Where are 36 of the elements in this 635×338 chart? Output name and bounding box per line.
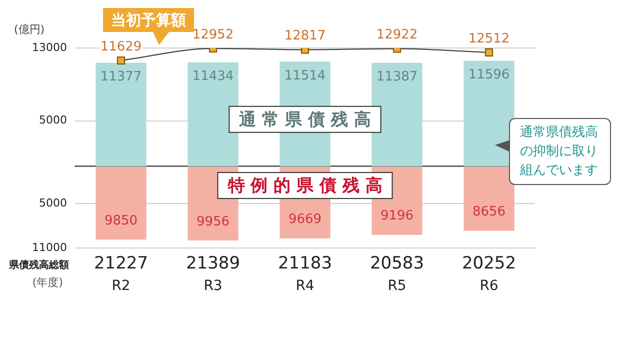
text: 20583 xyxy=(370,253,424,274)
y-tick-label: 11000 xyxy=(32,240,67,254)
text: 21183 xyxy=(278,253,332,274)
data-label: 12952 xyxy=(192,27,234,42)
data-label: 11377 xyxy=(100,70,142,85)
x-tick-label: R4 xyxy=(296,278,314,294)
data-label: 11514 xyxy=(284,68,326,84)
text: 21227 xyxy=(94,253,148,274)
series-label: 特 例 的 県 債 残 高 xyxy=(226,176,382,196)
series-label: 当初予算額 xyxy=(103,8,194,32)
y-tick-label: 5000 xyxy=(39,114,67,127)
annotation: 通常県債残高の抑制に取り組んでいます xyxy=(509,118,611,185)
data-label: 9850 xyxy=(104,213,138,228)
text: 20252 xyxy=(462,253,516,274)
text: 県債残高総額 xyxy=(8,258,69,271)
y-tick-label: 13000 xyxy=(32,40,67,54)
text: 21389 xyxy=(186,253,240,274)
data-label: 12512 xyxy=(468,31,510,46)
data-label: 9669 xyxy=(288,212,322,227)
data-label: 11434 xyxy=(192,69,234,84)
y-tick-label: 5000 xyxy=(39,196,67,210)
x-tick-label: R3 xyxy=(204,278,222,294)
data-label: 8656 xyxy=(472,204,506,220)
data-label: 11596 xyxy=(468,68,510,83)
x-tick-label: R2 xyxy=(112,278,130,294)
series-label: 通 常 県 債 残 高 xyxy=(238,110,371,130)
x-tick-label: R5 xyxy=(388,278,406,294)
data-label: 11629 xyxy=(100,39,142,54)
x-axis-title: (年度) xyxy=(32,276,63,289)
data-label: 12817 xyxy=(284,28,326,44)
x-tick-label: R6 xyxy=(480,278,498,294)
data-label: 9196 xyxy=(380,208,414,224)
data-label: 9956 xyxy=(196,214,230,230)
data-label: 11387 xyxy=(376,70,418,85)
y-axis-title: (億円) xyxy=(14,22,45,36)
data-label: 12922 xyxy=(376,28,418,43)
